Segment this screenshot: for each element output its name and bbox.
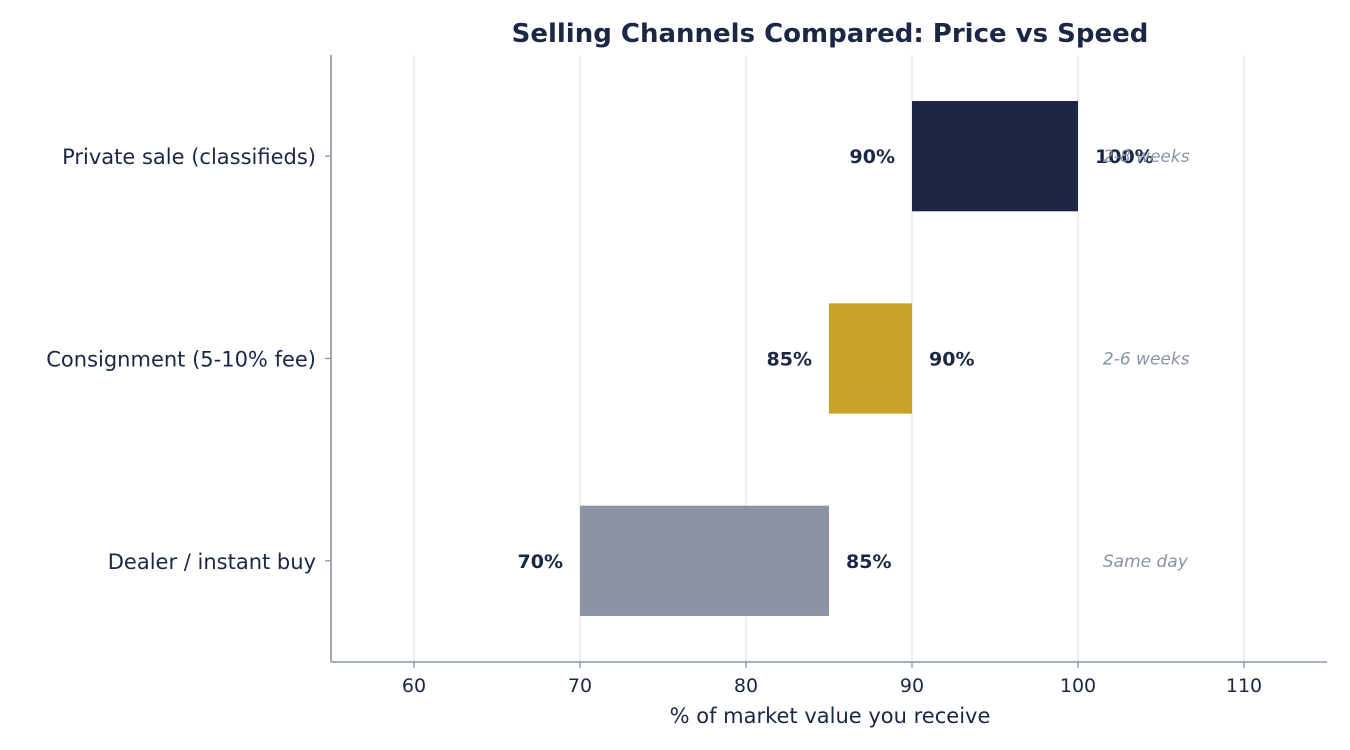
x-tick-label: 60 xyxy=(402,675,426,697)
category-label: Consignment (5-10% fee) xyxy=(46,348,316,372)
range-bar xyxy=(580,505,829,616)
category-label: Dealer / instant buy xyxy=(108,550,316,574)
value-labels: 90% 100%2-8 weeks 85% 90% 2-6 weeks 70% 85% Sam… xyxy=(518,146,1190,573)
time-label: 2-6 weeks xyxy=(1103,350,1190,370)
range-bars xyxy=(580,101,1078,616)
high-value-label: 85% xyxy=(846,551,891,573)
category-label: Private sale (classifieds) xyxy=(62,145,316,169)
high-value-label: 90% xyxy=(929,349,974,371)
x-tick-label: 110 xyxy=(1226,675,1262,697)
y-axis-categories: Private sale (classifieds) Consignment (5… xyxy=(46,145,331,574)
low-value-label: 85% xyxy=(767,349,812,371)
x-tick-label: 70 xyxy=(568,675,592,697)
x-axis-ticks: 60 70 80 90 100 110 xyxy=(402,662,1262,697)
high-value-label: 100% xyxy=(1095,146,1154,168)
x-tick-label: 90 xyxy=(900,675,924,697)
time-label: 2-8 weeks xyxy=(1103,147,1190,167)
low-value-label: 70% xyxy=(518,551,563,573)
range-bar xyxy=(912,101,1078,212)
chart-title: Selling Channels Compared: Price vs Spee… xyxy=(512,19,1149,49)
x-axis-title: % of market value you receive xyxy=(670,704,991,728)
time-label: Same day xyxy=(1103,552,1189,572)
x-tick-label: 100 xyxy=(1060,675,1096,697)
x-tick-label: 80 xyxy=(734,675,758,697)
low-value-label: 90% xyxy=(850,146,895,168)
range-bar xyxy=(829,303,912,414)
